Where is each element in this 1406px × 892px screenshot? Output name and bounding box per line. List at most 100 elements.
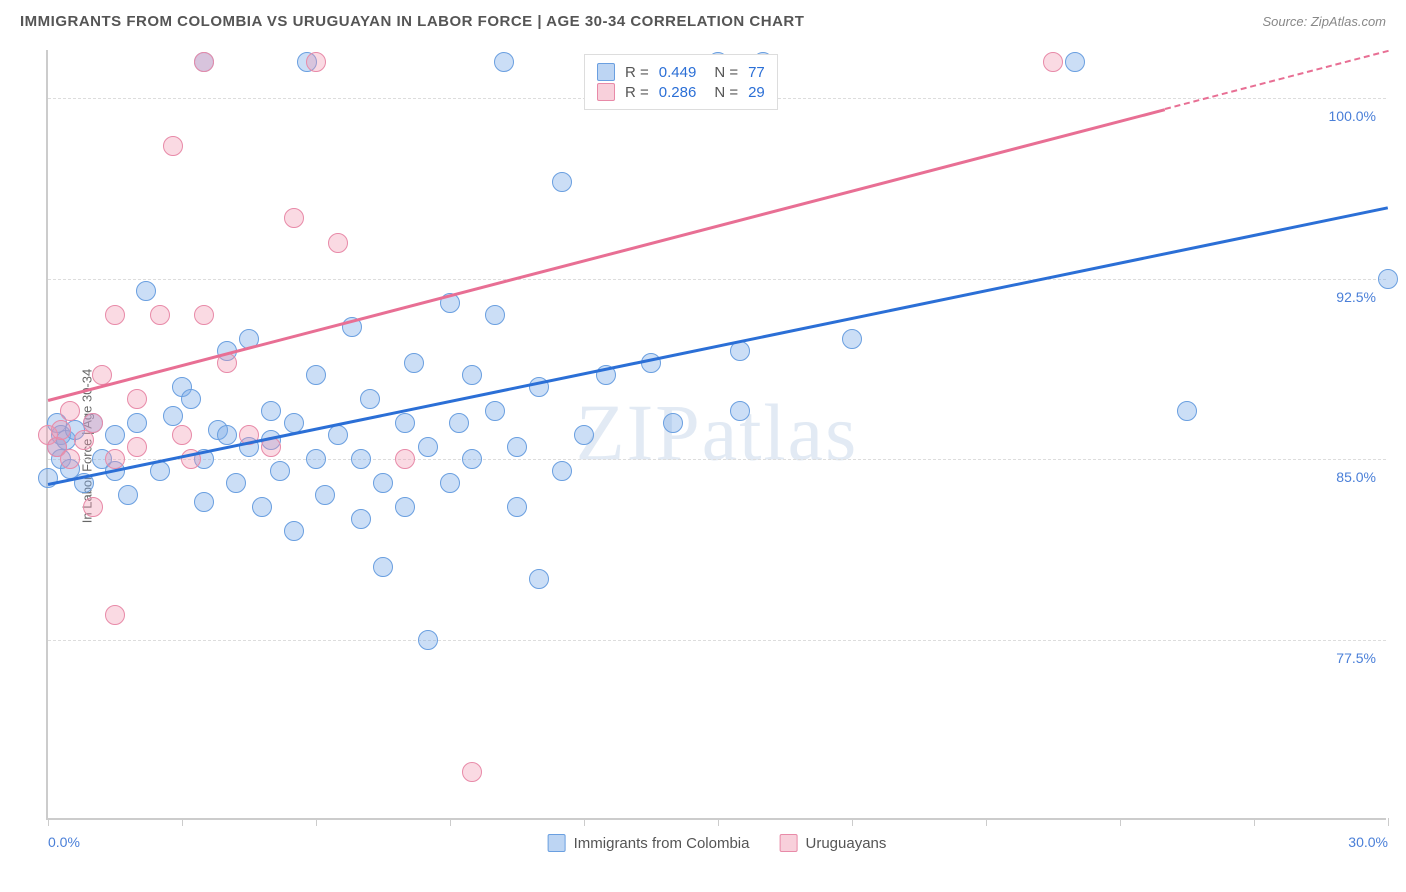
data-point <box>163 406 183 426</box>
data-point <box>552 461 572 481</box>
data-point <box>136 281 156 301</box>
data-point <box>194 52 214 72</box>
data-point <box>494 52 514 72</box>
data-point <box>105 425 125 445</box>
data-point <box>328 233 348 253</box>
x-tick <box>48 818 49 826</box>
data-point <box>252 497 272 517</box>
n-label: N = <box>714 64 738 81</box>
x-tick-label: 0.0% <box>48 834 80 850</box>
data-point <box>418 437 438 457</box>
data-point <box>440 473 460 493</box>
r-value: 0.449 <box>659 64 697 81</box>
data-point <box>83 497 103 517</box>
n-label: N = <box>714 84 738 101</box>
r-label: R = <box>625 84 649 101</box>
watermark: ZIPatlas <box>576 389 859 480</box>
legend-swatch <box>597 63 615 81</box>
y-tick-label: 100.0% <box>1329 108 1376 124</box>
data-point <box>328 425 348 445</box>
data-point <box>306 449 326 469</box>
y-tick-label: 92.5% <box>1336 289 1376 305</box>
r-value: 0.286 <box>659 84 697 101</box>
data-point <box>395 413 415 433</box>
data-point <box>552 172 572 192</box>
scatter-chart: ZIPatlas 77.5%85.0%92.5%100.0%0.0%30.0%R… <box>46 50 1386 820</box>
series-legend: Immigrants from Colombia Uruguayans <box>548 834 887 852</box>
x-tick <box>986 818 987 826</box>
data-point <box>462 365 482 385</box>
data-point <box>395 449 415 469</box>
data-point <box>462 449 482 469</box>
data-point <box>92 365 112 385</box>
data-point <box>51 420 71 440</box>
data-point <box>105 305 125 325</box>
data-point <box>360 389 380 409</box>
data-point <box>105 605 125 625</box>
data-point <box>194 492 214 512</box>
data-point <box>1043 52 1063 72</box>
data-point <box>418 630 438 650</box>
data-point <box>306 365 326 385</box>
data-point <box>404 353 424 373</box>
data-point <box>172 425 192 445</box>
x-tick <box>852 818 853 826</box>
data-point <box>60 449 80 469</box>
y-tick-label: 85.0% <box>1336 469 1376 485</box>
trend-line <box>1164 50 1388 110</box>
n-value: 77 <box>748 64 765 81</box>
x-tick <box>316 818 317 826</box>
legend-swatch <box>548 834 566 852</box>
data-point <box>217 425 237 445</box>
gridline <box>48 640 1386 641</box>
correlation-legend: R = 0.449 N = 77 R = 0.286 N = 29 <box>584 54 778 110</box>
chart-title: IMMIGRANTS FROM COLOMBIA VS URUGUAYAN IN… <box>20 13 804 30</box>
data-point <box>127 389 147 409</box>
r-label: R = <box>625 64 649 81</box>
n-value: 29 <box>748 84 765 101</box>
x-tick <box>1254 818 1255 826</box>
data-point <box>449 413 469 433</box>
data-point <box>83 413 103 433</box>
data-point <box>485 305 505 325</box>
chart-header: IMMIGRANTS FROM COLOMBIA VS URUGUAYAN IN… <box>0 0 1406 42</box>
data-point <box>663 413 683 433</box>
y-tick-label: 77.5% <box>1336 650 1376 666</box>
data-point <box>150 461 170 481</box>
gridline <box>48 279 1386 280</box>
data-point <box>127 437 147 457</box>
data-point <box>163 136 183 156</box>
data-point <box>730 401 750 421</box>
data-point <box>105 449 125 469</box>
data-point <box>351 449 371 469</box>
data-point <box>1065 52 1085 72</box>
data-point <box>574 425 594 445</box>
data-point <box>60 401 80 421</box>
legend-item: Uruguayans <box>780 834 887 852</box>
data-point <box>529 569 549 589</box>
x-tick <box>450 818 451 826</box>
x-tick <box>584 818 585 826</box>
data-point <box>507 497 527 517</box>
data-point <box>462 762 482 782</box>
legend-item: Immigrants from Colombia <box>548 834 750 852</box>
data-point <box>284 521 304 541</box>
x-tick-label: 30.0% <box>1348 834 1388 850</box>
legend-swatch <box>597 83 615 101</box>
data-point <box>127 413 147 433</box>
data-point <box>373 473 393 493</box>
x-tick <box>1120 818 1121 826</box>
data-point <box>373 557 393 577</box>
x-tick <box>182 818 183 826</box>
data-point <box>842 329 862 349</box>
data-point <box>150 305 170 325</box>
data-point <box>306 52 326 72</box>
gridline <box>48 459 1386 460</box>
legend-label: Uruguayans <box>806 835 887 852</box>
x-tick <box>1388 818 1389 826</box>
data-point <box>194 305 214 325</box>
data-point <box>181 389 201 409</box>
source-attribution: Source: ZipAtlas.com <box>1262 14 1386 29</box>
data-point <box>270 461 290 481</box>
data-point <box>315 485 335 505</box>
